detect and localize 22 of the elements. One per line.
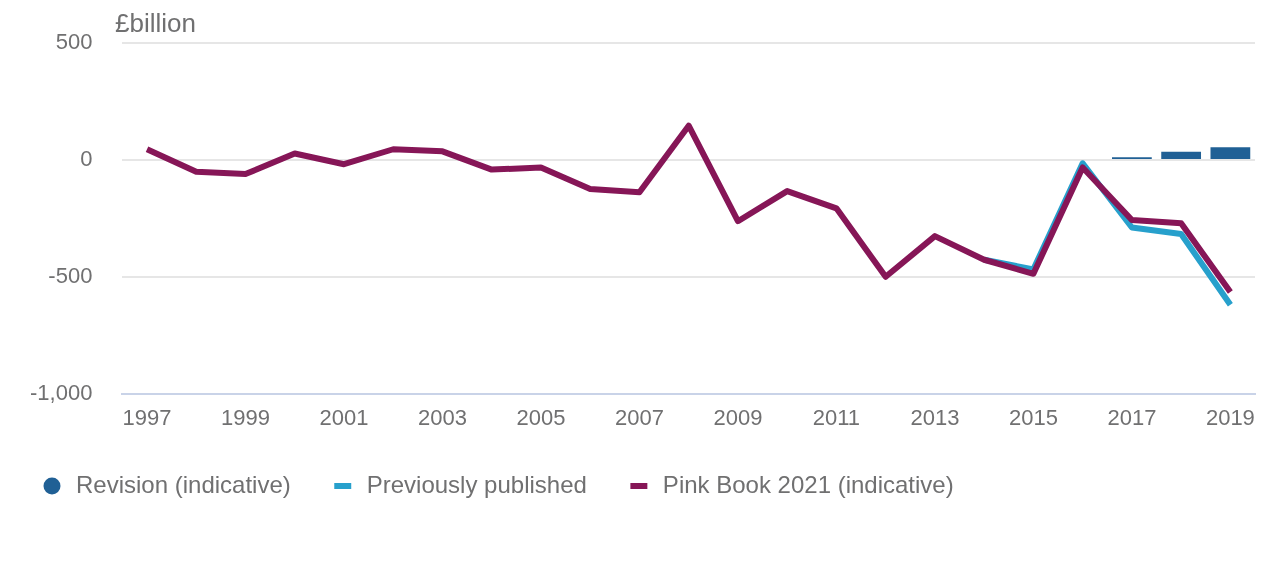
bar xyxy=(1210,147,1251,159)
bar xyxy=(1161,151,1202,159)
x-tick-label: 2007 xyxy=(614,404,664,430)
x-tick-label: 2005 xyxy=(516,404,566,430)
x-tick-label: 1997 xyxy=(122,404,172,430)
legend-label: Revision (indicative) xyxy=(76,470,291,498)
y-tick-label: 500 xyxy=(55,29,93,55)
y-axis-title: £billion xyxy=(115,8,196,38)
x-tick-label: 2017 xyxy=(1107,404,1157,430)
legend-label: Pink Book 2021 (indicative) xyxy=(662,470,954,498)
y-tick-label: 0 xyxy=(80,146,93,172)
y-tick-label: -1,000 xyxy=(29,379,93,405)
x-tick-label: 2001 xyxy=(319,404,369,430)
x-tick-label: 2015 xyxy=(1008,404,1058,430)
x-tick-label: 2013 xyxy=(910,404,960,430)
x-tick-label: 2009 xyxy=(713,404,763,430)
legend-label: Previously published xyxy=(366,470,587,498)
y-tick-label: -500 xyxy=(48,262,93,288)
x-tick-label: 2011 xyxy=(812,404,861,430)
x-tick-label: 2019 xyxy=(1205,404,1255,430)
x-tick-label: 2003 xyxy=(417,404,467,430)
x-tick-label: 1999 xyxy=(221,404,270,430)
